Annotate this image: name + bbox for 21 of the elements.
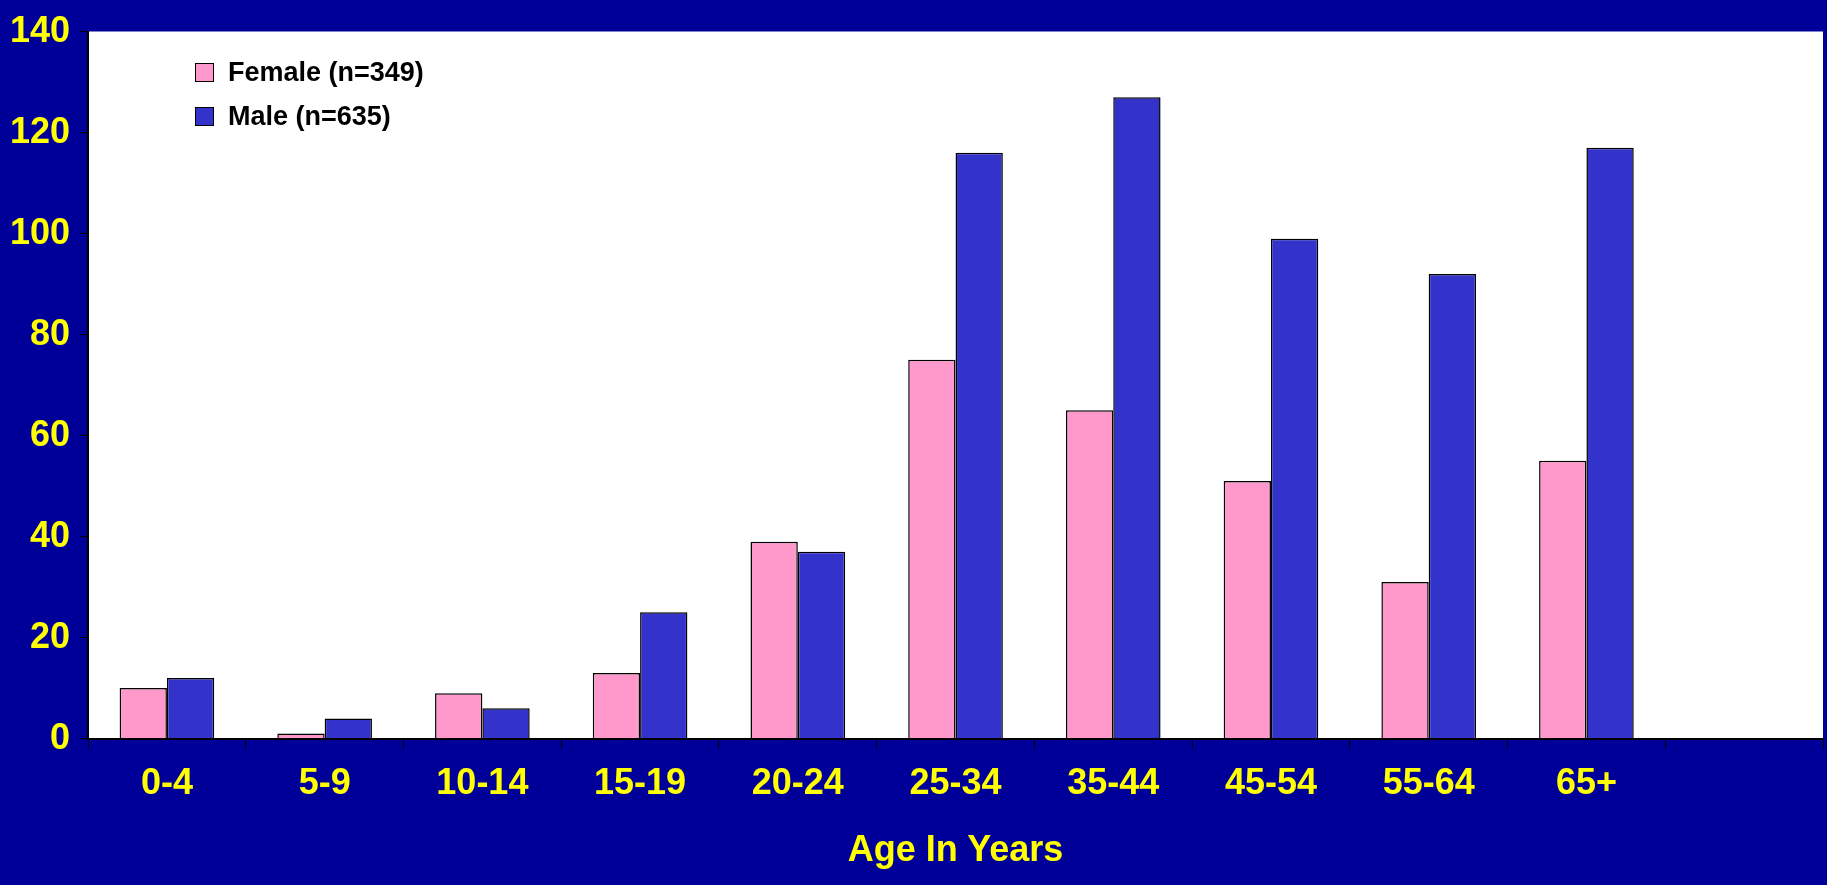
y-tick-label: 140 [9,8,71,50]
y-tick-label: 80 [30,311,71,353]
legend-label: Male (n=635) [228,100,391,132]
x-tick-label: 25-34 [909,761,1002,803]
y-tick-label: 40 [30,513,71,555]
x-tick-label: 35-44 [1067,761,1160,803]
y-tick-label: 60 [30,412,71,454]
x-tick-label: 15-19 [594,761,687,803]
x-tick-label: 5-9 [298,761,351,803]
x-tick-label: 55-64 [1382,761,1475,803]
x-tick-label: 10-14 [436,761,529,803]
legend-label: Female (n=349) [228,56,424,88]
x-tick-label: 0-4 [140,761,193,803]
x-tick-label: 65+ [1555,761,1617,803]
x-tick-label: 20-24 [751,761,844,803]
y-tick-label: 100 [9,210,71,252]
x-axis-title: Age In Years [847,828,1064,870]
y-tick-label: 120 [9,109,71,151]
x-tick-label: 45-54 [1224,761,1318,803]
y-tick-label: 20 [30,614,71,656]
y-tick-label: 0 [50,715,71,757]
